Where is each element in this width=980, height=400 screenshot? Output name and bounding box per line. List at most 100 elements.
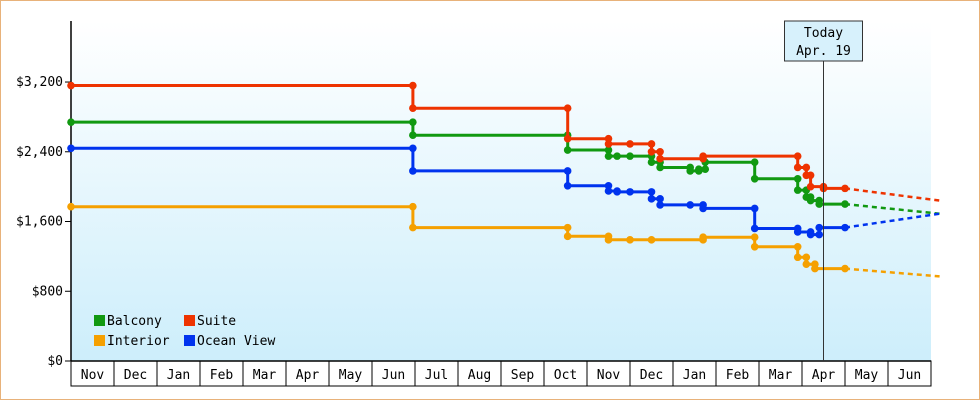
data-point <box>750 242 759 251</box>
data-point <box>750 158 759 167</box>
data-point <box>656 147 664 156</box>
month-cell <box>285 360 330 387</box>
data-point <box>699 204 707 213</box>
forecast-line <box>844 187 940 202</box>
x-tick-label: Nov <box>81 368 105 383</box>
data-point <box>793 152 802 160</box>
data-point <box>604 134 613 143</box>
data-point <box>409 81 417 90</box>
data-point <box>563 134 572 143</box>
month-cell <box>70 360 115 387</box>
month-cell <box>414 360 459 387</box>
series-suite <box>67 81 940 202</box>
data-point <box>604 152 613 160</box>
data-point <box>656 163 664 172</box>
series-balcony <box>67 118 940 215</box>
data-point <box>604 236 613 244</box>
x-tick-label: Jan <box>683 368 706 383</box>
x-tick-label: Aug <box>468 368 491 383</box>
data-point <box>563 223 572 232</box>
data-point <box>563 181 572 190</box>
data-point <box>841 223 849 232</box>
month-cell <box>801 360 846 387</box>
data-point <box>750 204 759 213</box>
data-point <box>656 154 664 163</box>
data-point <box>750 224 759 233</box>
legend: Balcony Suite Interior Ocean View <box>94 314 275 349</box>
month-cell <box>199 360 244 387</box>
month-cell <box>715 360 760 387</box>
data-point <box>686 201 694 209</box>
data-point <box>409 104 417 112</box>
x-tick-label: Nov <box>597 368 621 383</box>
data-point <box>67 81 75 90</box>
y-axis: $0 $800 $1,600 $2,400 $3,200 <box>16 21 931 369</box>
data-point <box>563 104 572 112</box>
x-tick-label: Feb <box>726 368 750 383</box>
data-point <box>67 202 75 211</box>
legend-swatch <box>94 315 105 326</box>
month-cell <box>543 360 588 387</box>
data-point <box>841 200 849 208</box>
legend-label: Suite <box>197 314 236 329</box>
x-tick-label: Mar <box>769 368 793 383</box>
data-point <box>656 201 664 209</box>
x-tick-label: Dec <box>640 368 663 383</box>
forecast-line <box>844 212 940 229</box>
y-tick-label: $0 <box>47 354 63 369</box>
data-point <box>699 233 707 242</box>
x-axis-cells: Nov Dec Jan Feb Mar Apr May Jun Jul Aug Sep Oct Nov D… <box>70 360 932 387</box>
data-point <box>686 167 694 175</box>
data-point <box>626 140 634 148</box>
data-point <box>656 195 664 203</box>
today-box <box>784 20 863 62</box>
series-interior <box>67 202 940 278</box>
x-tick-label: Apr <box>812 368 836 383</box>
data-point <box>409 167 417 175</box>
data-point <box>409 118 417 126</box>
data-point <box>793 163 802 172</box>
data-point <box>701 165 710 174</box>
data-point <box>604 140 613 148</box>
plot-area <box>71 21 931 361</box>
data-point <box>793 228 802 236</box>
forecast-line <box>844 267 940 278</box>
series-ocean-view <box>67 144 940 239</box>
data-point <box>695 165 703 174</box>
month-cell <box>156 360 201 387</box>
data-point <box>409 223 417 232</box>
data-point <box>613 152 621 160</box>
month-cell <box>887 360 932 387</box>
x-tick-label: Jun <box>898 368 921 383</box>
x-tick-label: Jun <box>382 368 405 383</box>
month-cell <box>672 360 717 387</box>
data-point <box>793 242 802 251</box>
data-point <box>647 147 656 156</box>
data-point <box>647 236 656 244</box>
data-point <box>841 264 849 273</box>
data-point <box>793 253 802 262</box>
legend-swatch <box>184 315 195 326</box>
data-point <box>806 230 815 239</box>
month-cell <box>371 360 416 387</box>
data-point <box>563 146 572 154</box>
data-point <box>67 118 75 126</box>
data-point <box>815 223 823 232</box>
y-tick-label: $1,600 <box>16 215 63 230</box>
data-point <box>604 187 613 195</box>
data-point <box>802 163 811 172</box>
data-point <box>563 232 572 241</box>
series-group <box>67 81 940 278</box>
x-tick-label: May <box>339 368 363 383</box>
data-point <box>811 264 819 273</box>
month-cell <box>758 360 803 387</box>
data-point <box>626 236 634 244</box>
data-point <box>409 202 417 211</box>
x-tick-label: Jan <box>167 368 190 383</box>
data-point <box>806 182 815 191</box>
month-cell <box>586 360 631 387</box>
data-point <box>793 174 802 183</box>
data-point <box>647 140 656 148</box>
x-tick-label: Mar <box>253 368 277 383</box>
